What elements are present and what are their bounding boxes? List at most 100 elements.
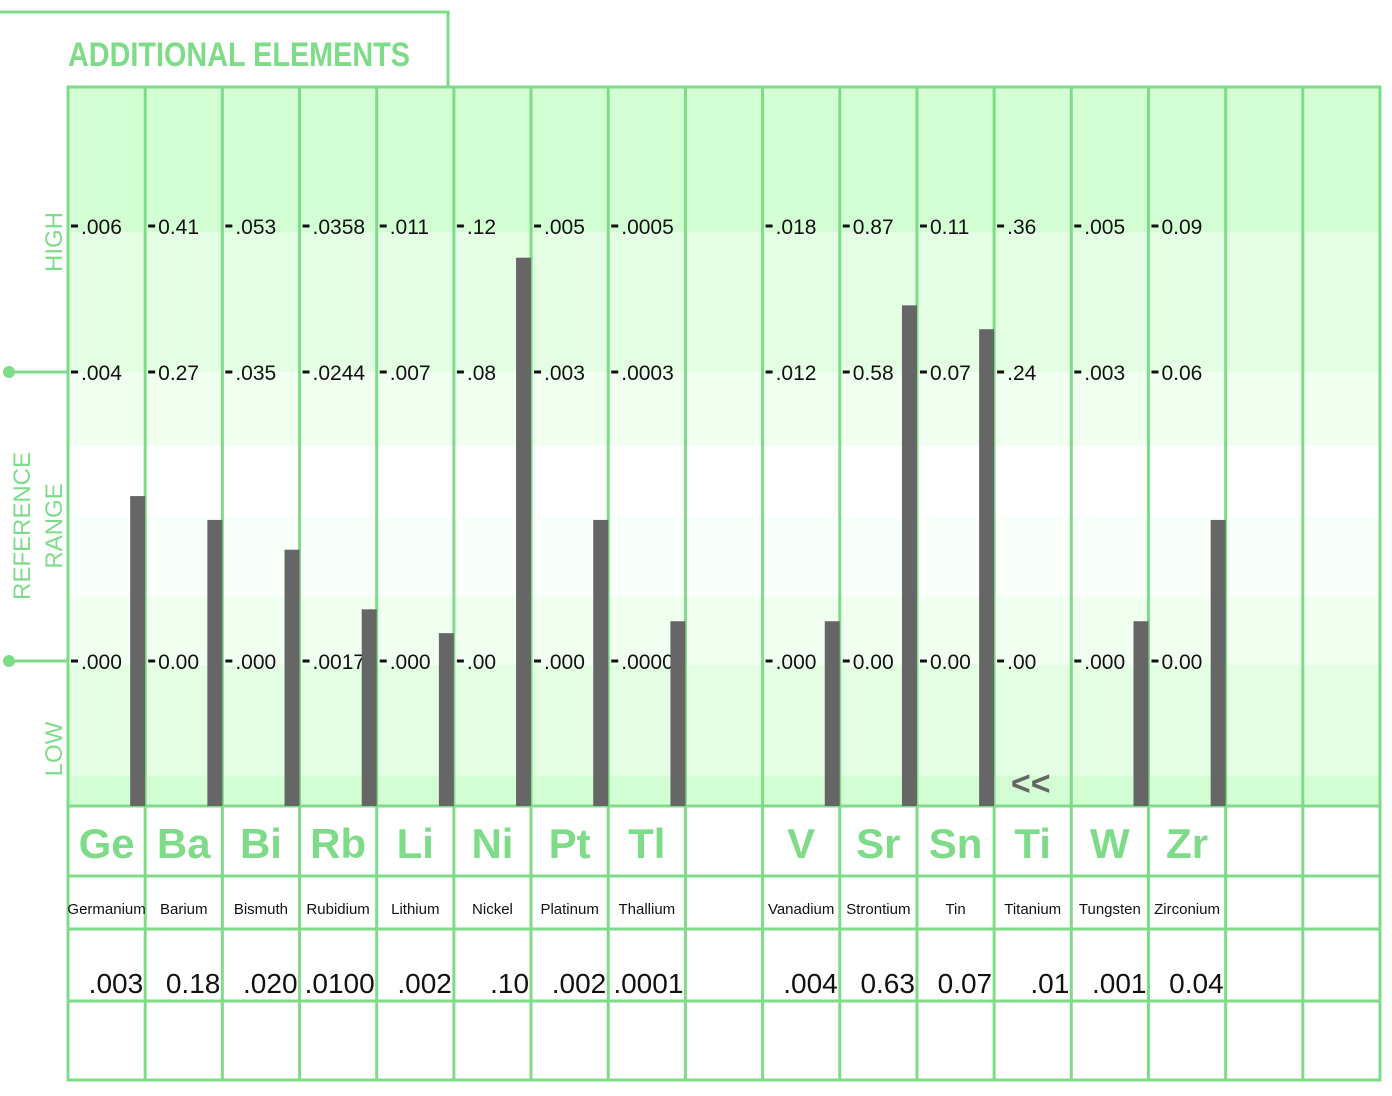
tick-label-high: .0358 [313, 216, 366, 239]
element-value: .0001 [613, 968, 683, 999]
element-symbol: Bi [240, 820, 282, 867]
element-column-rb: .0358 .0244 .0017 Rb Rubidium .0100 [302, 216, 377, 999]
element-symbol: Li [397, 820, 434, 867]
tick-label-high: .36 [1007, 216, 1036, 239]
element-name: Thallium [618, 901, 675, 918]
element-value: .002 [552, 968, 607, 999]
element-column-sr: 0.87 0.58 0.00 Sr Strontium 0.63 [842, 216, 917, 999]
element-symbol: Ba [157, 820, 211, 867]
tick-label-ref-low: .00 [1007, 651, 1036, 674]
tick-label-high: .006 [81, 216, 122, 239]
tick-label-ref-high: .0003 [621, 362, 674, 385]
tick-label-ref-low: .000 [390, 651, 431, 674]
title-tab-frame [0, 10, 450, 87]
value-bar [901, 305, 917, 806]
element-column-zr: 0.09 0.06 0.00 Zr Zirconium 0.04 [1151, 216, 1226, 999]
plot-band-1 [68, 232, 1380, 372]
tick-label-ref-low: 0.00 [1161, 651, 1202, 674]
element-name: Platinum [540, 901, 598, 918]
element-name: Tin [945, 901, 965, 918]
element-value: .003 [89, 968, 144, 999]
plot-band-0 [68, 87, 1380, 232]
tick-label-ref-low: .000 [81, 651, 122, 674]
element-symbol: Ni [471, 820, 513, 867]
element-column-li: .011 .007 .000 Li Lithium .002 [379, 216, 454, 999]
element-name: Germanium [67, 901, 145, 918]
tick-label-high: .011 [390, 216, 429, 239]
element-name: Lithium [391, 901, 439, 918]
element-name: Strontium [846, 901, 910, 918]
tick-label-high: .12 [467, 216, 496, 239]
element-name: Barium [160, 901, 208, 918]
axis-label-high: HIGH [41, 212, 68, 272]
element-value: .002 [397, 968, 452, 999]
element-symbol: Ti [1014, 820, 1051, 867]
element-symbol: Zr [1166, 820, 1208, 867]
tick-label-ref-high: .08 [467, 362, 496, 385]
tick-label-ref-high: .012 [776, 362, 817, 385]
value-bar [516, 257, 532, 806]
element-column-ba: 0.41 0.27 0.00 Ba Barium 0.18 [148, 216, 223, 999]
tick-label-high: 0.11 [930, 216, 969, 239]
element-symbol: Ge [79, 820, 135, 867]
element-name: Zirconium [1154, 901, 1220, 918]
tick-label-high: .005 [544, 216, 585, 239]
tick-label-ref-high: 0.06 [1161, 362, 1202, 385]
element-column-sn: 0.11 0.07 0.00 Sn Tin 0.07 [919, 216, 995, 999]
tick-label-ref-low: .000 [776, 651, 817, 674]
chart-frame [66, 85, 1382, 1082]
tick-label-ref-high: .007 [390, 362, 431, 385]
tick-label-ref-high: 0.58 [853, 362, 894, 385]
element-value: 0.04 [1169, 968, 1224, 999]
value-bar [1210, 519, 1226, 806]
value-bar [438, 633, 454, 806]
element-value: 0.63 [860, 968, 915, 999]
axis-label-low: LOW [41, 721, 68, 776]
element-name: Bismuth [234, 901, 288, 918]
tick-label-ref-low: 0.00 [853, 651, 894, 674]
element-symbol: Sr [856, 820, 900, 867]
element-value: .10 [490, 968, 529, 999]
element-symbol: Pt [549, 820, 591, 867]
element-symbol: V [787, 820, 815, 867]
tick-label-ref-high: .003 [544, 362, 585, 385]
axis-label-range: RANGE [41, 483, 68, 568]
element-column-ni: .12 .08 .00 Ni Nickel .10 [456, 216, 532, 999]
tick-label-ref-low: 0.00 [158, 651, 199, 674]
ref-high-marker-dot [3, 366, 15, 378]
tick-label-high: 0.41 [158, 216, 199, 239]
tick-label-ref-low: .0017 [313, 651, 366, 674]
element-value: .020 [243, 968, 298, 999]
value-bar [284, 549, 300, 806]
tick-label-ref-low: .0000 [621, 651, 674, 674]
element-column-tl: .0005 .0003 .0000 Tl Thallium .0001 [611, 216, 686, 999]
chart-title: ADDITIONAL ELEMENTS [68, 36, 410, 74]
value-bar [130, 496, 146, 806]
value-bar [361, 609, 377, 806]
tick-label-ref-high: .0244 [313, 362, 366, 385]
value-bar [1133, 621, 1149, 806]
element-name: Vanadium [768, 901, 834, 918]
tick-label-ref-high: .035 [235, 362, 276, 385]
element-value: 0.18 [166, 968, 221, 999]
element-column-bi: .053 .035 .000 Bi Bismuth .020 [225, 216, 300, 999]
value-bar [979, 329, 995, 806]
value-bar [593, 519, 609, 806]
tick-label-high: .053 [235, 216, 276, 239]
value-bar [670, 621, 686, 806]
tick-label-high: .0005 [621, 216, 674, 239]
element-column-ti: .36 .24 .00 << Ti Titanium .01 [997, 216, 1069, 999]
element-column-ge: .006 .004 .000 Ge Germanium .003 [67, 216, 145, 999]
value-bar [207, 519, 223, 806]
element-symbol: Sn [929, 820, 983, 867]
tick-label-ref-low: 0.00 [930, 651, 971, 674]
element-value: .004 [783, 968, 838, 999]
element-symbol: Tl [628, 820, 665, 867]
tick-label-ref-low: .000 [1084, 651, 1125, 674]
element-column-pt: .005 .003 .000 Pt Platinum .002 [534, 216, 609, 999]
element-name: Tungsten [1079, 901, 1141, 918]
tick-label-ref-high: .004 [81, 362, 122, 385]
element-symbol: Rb [310, 820, 366, 867]
plot-band-3 [68, 446, 1380, 517]
